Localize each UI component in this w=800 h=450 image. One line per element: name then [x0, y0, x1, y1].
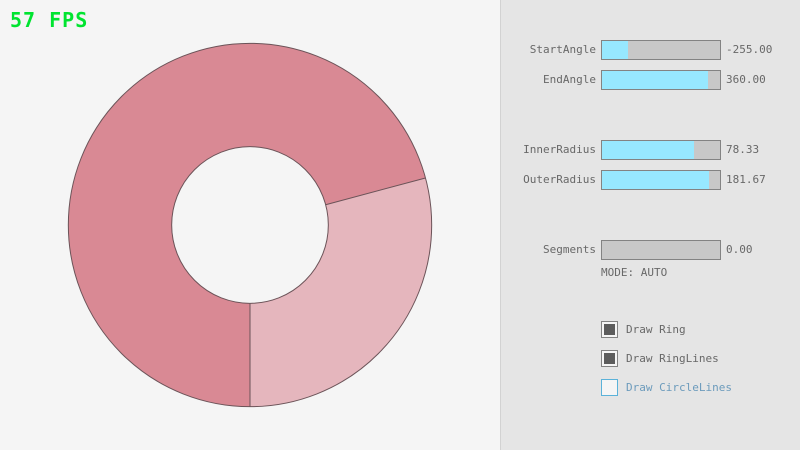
outerradius-slider[interactable]	[601, 170, 721, 190]
fps-counter: 57 FPS	[10, 8, 89, 32]
segments-label: Segments	[543, 243, 596, 256]
innerradius-slider[interactable]	[601, 140, 721, 160]
ring-radial-line-right	[325, 177, 426, 206]
draw-ringlines-checkbox[interactable]	[601, 350, 618, 367]
innerradius-label: InnerRadius	[523, 143, 596, 156]
draw-ring-checkmark	[604, 324, 615, 335]
checkbox-row-draw-ring: Draw Ring	[501, 320, 800, 340]
ring-canvas	[67, 42, 433, 408]
draw-circlelines-checkbox[interactable]	[601, 379, 618, 396]
startangle-slider-fill	[602, 41, 628, 59]
startangle-label: StartAngle	[529, 43, 596, 56]
draw-ringlines-label: Draw RingLines	[626, 352, 719, 365]
segments-value: 0.00	[726, 243, 753, 256]
innerradius-slider-fill	[602, 141, 695, 159]
slider-row-innerradius: InnerRadius 78.33	[501, 140, 800, 160]
endangle-slider[interactable]	[601, 70, 721, 90]
slider-row-segments: Segments 0.00	[501, 240, 800, 260]
draw-circlelines-label: Draw CircleLines	[626, 381, 732, 394]
draw-ring-label: Draw Ring	[626, 323, 686, 336]
controls-panel: StartAngle -255.00 EndAngle 360.00 Inner…	[500, 0, 800, 450]
outerradius-value: 181.67	[726, 173, 766, 186]
segments-slider[interactable]	[601, 240, 721, 260]
outerradius-label: OuterRadius	[523, 173, 596, 186]
checkbox-row-draw-ringlines: Draw RingLines	[501, 349, 800, 369]
slider-row-endangle: EndAngle 360.00	[501, 70, 800, 90]
ring-segment-dark	[68, 43, 426, 407]
startangle-value: -255.00	[726, 43, 773, 56]
endangle-label: EndAngle	[543, 73, 596, 86]
endangle-value: 360.00	[726, 73, 766, 86]
segments-mode-text: MODE: AUTO	[601, 266, 668, 279]
draw-ring-checkbox[interactable]	[601, 321, 618, 338]
ring-segment-light	[250, 177, 432, 407]
innerradius-value: 78.33	[726, 143, 760, 156]
draw-ringlines-checkmark	[604, 353, 615, 364]
endangle-slider-fill	[602, 71, 709, 89]
slider-row-outerradius: OuterRadius 181.67	[501, 170, 800, 190]
outerradius-slider-fill	[602, 171, 710, 189]
checkbox-row-draw-circlelines: Draw CircleLines	[501, 378, 800, 398]
startangle-slider[interactable]	[601, 40, 721, 60]
ring-inner-outline	[171, 146, 329, 304]
slider-row-startangle: StartAngle -255.00	[501, 40, 800, 60]
